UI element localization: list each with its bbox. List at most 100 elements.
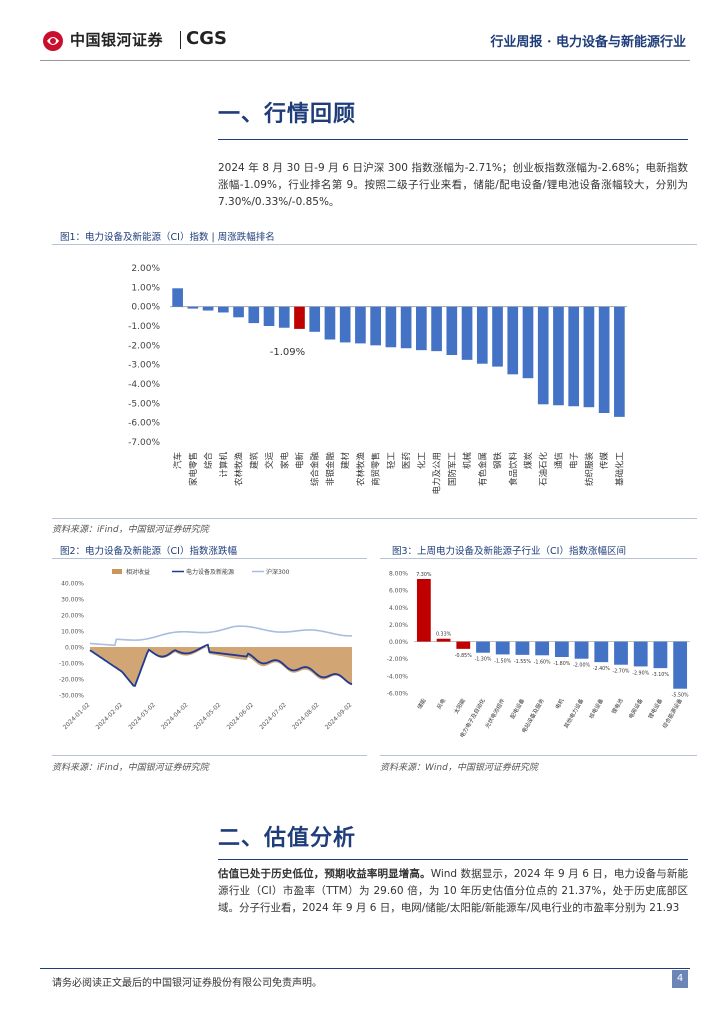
x-tick-label: 2024-06-02 — [226, 701, 256, 731]
x-tick-label: 通信 — [553, 452, 564, 470]
figure3-top-rule — [380, 558, 697, 559]
section-title-market-review: 一、行情回顾 — [218, 101, 357, 127]
section-title-valuation: 二、估值分析 — [218, 825, 357, 851]
data-label: -1.80% — [553, 661, 570, 667]
figure1-title: 图1：电力设备及新能源（CI）指数 | 周涨跌幅排名 — [60, 232, 275, 243]
bar — [495, 641, 510, 655]
index-return-line-chart: 40.00% 30.00% 20.00% 10.00% 0.00% -10.00% -20.… — [59, 568, 354, 731]
x-tick-label: 基础化工 — [614, 452, 625, 487]
x-tick-label: 2024-02-02 — [95, 701, 125, 731]
y-tick-label: -4.00% — [128, 380, 160, 390]
y-tick-label: 20.00% — [61, 613, 84, 620]
bar — [416, 579, 431, 642]
bar — [614, 641, 628, 665]
y-tick-label: 1.00% — [131, 283, 160, 293]
x-tick-label: 锂电池 — [610, 697, 625, 716]
figure2-title: 图2：电力设备及新能源（CI）指数涨跌幅 — [60, 546, 237, 557]
section-rule-1 — [218, 139, 688, 140]
page-number: 4 — [672, 970, 688, 988]
y-tick-label: -20.00% — [59, 677, 84, 684]
y-tick-label: 10.00% — [61, 629, 84, 636]
bar — [507, 306, 519, 375]
x-tick-label: 交运 — [264, 452, 275, 470]
relative-return-area — [90, 646, 352, 686]
bar — [476, 306, 488, 364]
bar — [187, 306, 199, 309]
y-tick-label: -2.00% — [128, 341, 160, 351]
figure1-top-rule — [52, 244, 697, 245]
valuation-paragraph: 估值已处于历史低位，预期收益率明显增高。Wind 数据显示，2024 年 9 月… — [218, 866, 688, 917]
x-tick-label: 农林牧渔 — [355, 452, 366, 487]
logo-icon — [43, 31, 63, 51]
bar — [324, 306, 336, 340]
x-tick-label: 其他电力设备 — [562, 697, 586, 730]
y-tick-label: -5.00% — [128, 399, 160, 409]
bar — [673, 641, 688, 689]
y-tick-label: -4.00% — [387, 673, 409, 680]
bar — [594, 641, 609, 663]
x-tick-label: 纺织服装 — [584, 452, 595, 487]
bar — [614, 306, 625, 417]
bar — [535, 641, 550, 656]
x-tick-label: 建材 — [340, 452, 351, 470]
weekly-return-ranking-chart: 2.00% 1.00% 0.00% -1.00% -2.00% -3.00% -4.00% -… — [128, 264, 627, 495]
data-label: -1.55% — [514, 659, 531, 665]
x-tick-label: 计算机 — [218, 452, 229, 478]
x-tick-label: 2024-01-02 — [62, 701, 92, 731]
x-tick-label: 2024-09-02 — [324, 701, 354, 731]
y-tick-label: 0.00% — [131, 303, 160, 313]
x-tick-label: 太阳能 — [452, 697, 467, 716]
x-tick-label: 2024-04-02 — [160, 701, 190, 731]
logo-text: 中国银河证券 — [70, 31, 164, 49]
data-label: -2.90% — [632, 670, 649, 676]
legend-label: 电力设备及新能源 — [186, 568, 234, 576]
x-tick-label: 非银金融 — [325, 452, 336, 487]
logo-separator — [180, 31, 181, 49]
x-tick-label: 2024-08-02 — [291, 701, 321, 731]
hs300-line — [89, 625, 353, 647]
y-tick-label: -6.00% — [128, 419, 160, 429]
x-tick-label: 2024-03-02 — [127, 701, 157, 731]
legend-swatch — [112, 569, 122, 574]
y-tick-label: -3.00% — [128, 361, 160, 371]
x-tick-label: 配电设备 — [508, 697, 526, 720]
data-label: 7.30% — [416, 572, 432, 578]
x-tick-label: 家电零售 — [188, 452, 199, 486]
figure3-title: 图3：上周电力设备及新能源子行业（CI）指数涨幅区间 — [392, 546, 626, 557]
x-tick-label: 石油石化 — [538, 452, 549, 487]
bar — [436, 638, 451, 642]
y-tick-label: 2.00% — [389, 622, 408, 629]
figure1-source: 资料来源：iFind，中国银河证券研究院 — [52, 525, 209, 535]
data-label: -1.60% — [534, 659, 551, 665]
logo-en-text: CGS — [186, 28, 227, 49]
bar — [202, 306, 214, 311]
bar — [522, 306, 534, 379]
x-tick-label: 风电 — [435, 697, 448, 711]
bar — [309, 306, 321, 332]
x-tick-label: 电网设备 — [627, 697, 645, 720]
x-tick-label: 食品饮料 — [508, 452, 519, 487]
x-tick-label: 医药 — [401, 452, 412, 469]
bar — [653, 641, 668, 669]
sector-index-line — [89, 643, 353, 687]
bar — [456, 641, 471, 649]
bar — [515, 641, 530, 655]
y-tick-label: 6.00% — [389, 588, 408, 595]
x-tick-label: 钢铁 — [493, 452, 504, 470]
bar — [233, 306, 244, 318]
market-review-paragraph: 2024 年 8 月 30 日-9 月 6 日沪深 300 指数涨幅为-2.71… — [218, 162, 688, 208]
section-rule-2 — [218, 859, 688, 860]
y-tick-label: 0.00% — [389, 639, 408, 646]
x-tick-label: 2024-05-02 — [193, 701, 223, 731]
bar — [633, 641, 648, 667]
bar — [217, 306, 229, 313]
bar — [554, 641, 569, 657]
x-tick-label: 机械 — [462, 452, 473, 470]
x-tick-label: 家电 — [279, 452, 290, 470]
x-tick-label: 有色金属 — [477, 452, 488, 486]
figure3-source: 资料来源：Wind，中国银河证券研究院 — [380, 763, 538, 773]
data-label: -2.70% — [613, 669, 630, 675]
y-tick-label: 0.00% — [65, 645, 84, 652]
legend-label: 沪深300 — [266, 568, 290, 576]
footer-divider — [40, 968, 690, 969]
